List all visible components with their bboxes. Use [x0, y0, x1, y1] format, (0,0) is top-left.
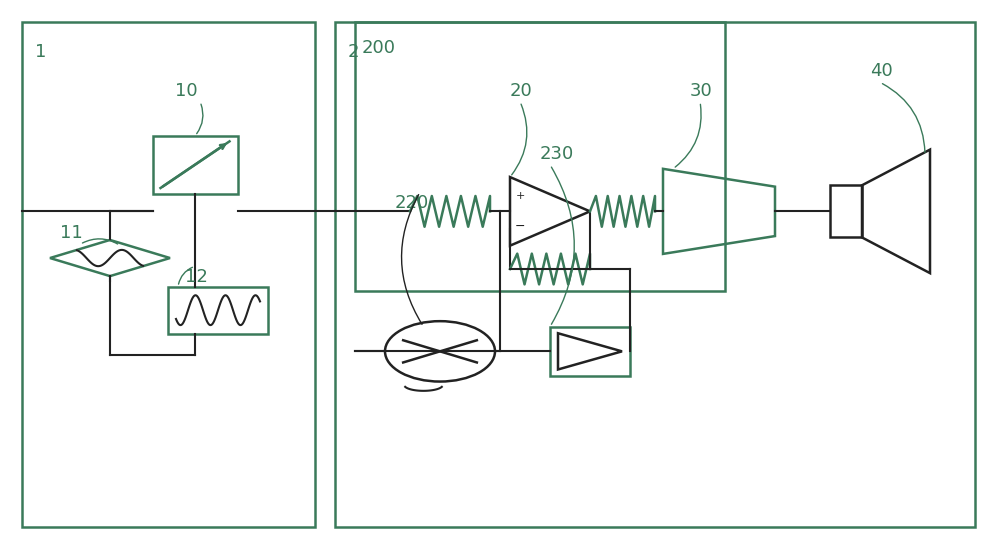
Text: 230: 230 [540, 145, 574, 163]
Text: 2: 2 [348, 43, 360, 61]
Text: 11: 11 [60, 225, 83, 242]
Text: 200: 200 [362, 40, 396, 57]
Text: 1: 1 [35, 43, 46, 61]
Text: −: − [515, 220, 525, 233]
Text: 30: 30 [690, 82, 713, 99]
Text: +: + [515, 191, 525, 201]
Text: 20: 20 [510, 82, 533, 99]
Text: 40: 40 [870, 63, 893, 80]
Text: 12: 12 [185, 268, 208, 286]
Text: 220: 220 [395, 194, 429, 212]
Text: 10: 10 [175, 82, 198, 99]
